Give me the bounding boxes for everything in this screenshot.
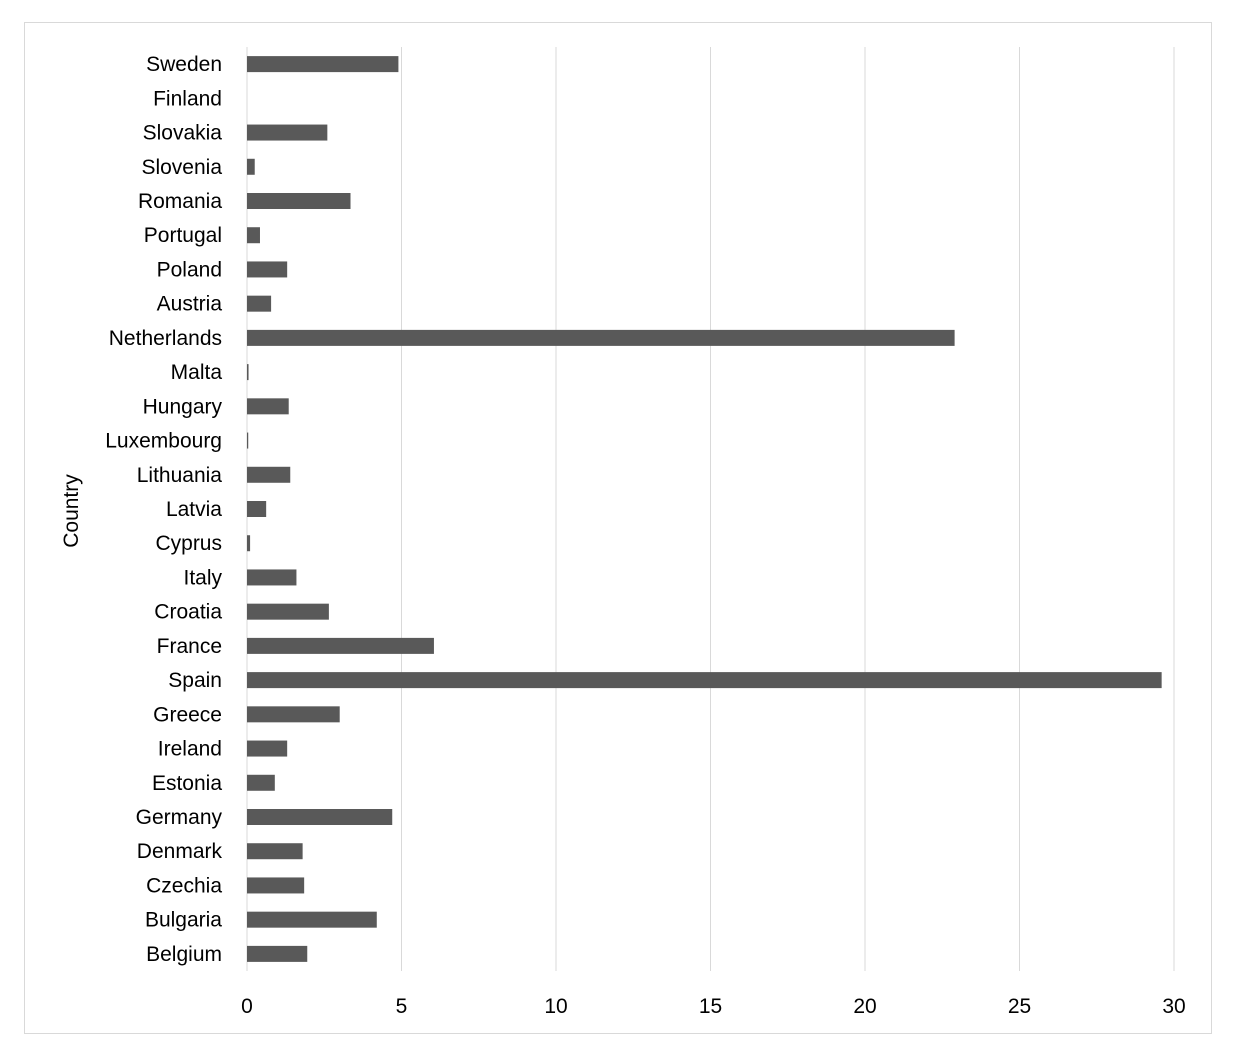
x-tick-label: 30 [1162,995,1185,1018]
bar [247,227,260,244]
category-label: Slovakia [143,122,223,145]
bar [247,364,249,381]
bar [247,672,1162,689]
category-label: Finland [153,87,222,110]
bar [247,877,305,894]
category-labels: Sweden Finland Slovakia Slovenia Romania Port… [105,53,222,966]
bar [247,603,329,620]
y-axis-title: Country [60,474,83,548]
category-label: Italy [183,566,222,589]
bar [247,637,434,654]
gridlines [246,47,1175,971]
category-label: Belgium [146,943,222,966]
category-label: France [157,635,222,658]
bar [247,945,308,962]
category-label: Portugal [144,224,222,247]
category-label: Poland [157,258,222,281]
chart-frame: Sweden Finland Slovakia Slovenia Romania Port… [24,22,1212,1034]
bar [247,432,249,449]
bar [247,261,288,278]
category-label: Slovenia [141,156,222,179]
x-tick-label: 15 [699,995,722,1018]
category-label: Hungary [143,395,223,418]
bar [247,56,399,73]
x-tick-label: 5 [396,995,408,1018]
category-label: Croatia [154,601,222,624]
x-tick-label: 20 [853,995,876,1018]
bar [247,740,288,757]
category-label: Lithuania [137,464,223,487]
bar [247,466,291,483]
category-label: Bulgaria [145,909,222,932]
category-label: Netherlands [109,327,222,350]
bar [247,124,328,141]
bar [247,193,351,209]
category-label: Greece [153,703,222,726]
x-tick-label: 10 [544,995,567,1018]
category-label: Cyprus [155,532,222,555]
category-label: Denmark [137,840,223,863]
bar [247,774,275,791]
bar [247,569,297,586]
category-label: Estonia [152,772,222,795]
bar [247,843,303,860]
category-label: Germany [136,806,223,829]
bar [247,809,393,825]
category-label: Luxembourg [105,430,222,453]
x-tick-label: 0 [241,995,253,1018]
bar-chart: Sweden Finland Slovakia Slovenia Romania Port… [60,47,1186,1018]
category-label: Czechia [146,874,222,897]
category-label: Austria [157,293,223,316]
category-label: Ireland [158,738,222,761]
bars [247,56,1162,962]
category-label: Latvia [166,498,222,521]
x-tick-label: 25 [1008,995,1031,1018]
category-label: Sweden [146,53,222,76]
bar [247,295,272,312]
category-label: Romania [138,190,222,213]
category-label: Spain [168,669,222,692]
bar [247,501,267,517]
bar [247,535,251,552]
bar [247,398,289,415]
category-label: Malta [171,361,223,384]
bar [247,158,255,175]
bar [247,911,377,928]
bar [247,706,340,723]
bar [247,329,955,346]
x-tick-labels: 0 5 10 15 20 25 30 [241,995,1186,1018]
